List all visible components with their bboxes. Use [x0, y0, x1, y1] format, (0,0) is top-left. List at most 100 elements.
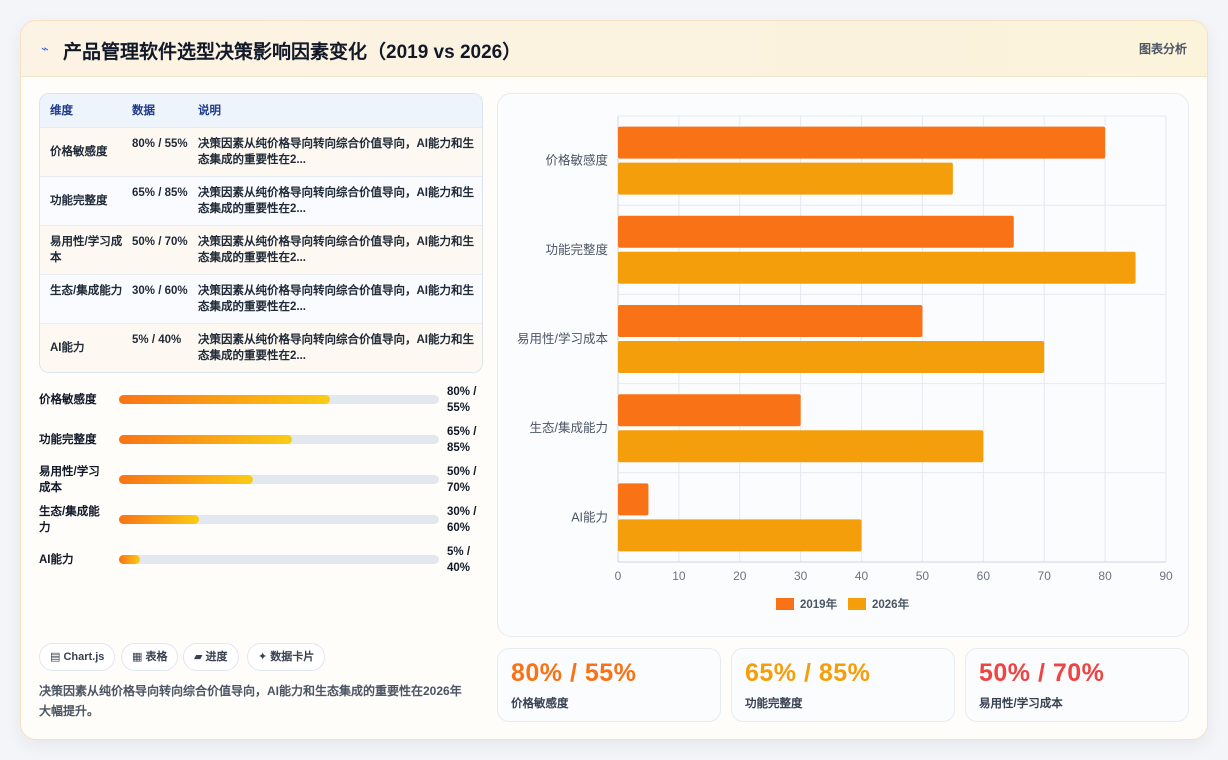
column-header-data: 数据: [132, 105, 155, 117]
x-tick-label: 50: [916, 569, 930, 583]
table-cell-note: 决策因素从纯价格导向转向综合价值导向，AI能力和生态集成的重要性在2...: [198, 187, 474, 215]
stat-card: 50% / 70% 易用性/学习成本: [965, 648, 1189, 722]
progress-value: 65% / 85%: [447, 426, 477, 454]
legend-swatch: [776, 598, 794, 610]
table-row: 功能完整度 65% / 85% 决策因素从纯价格导向转向综合价值导向，AI能力和…: [40, 176, 482, 225]
progress-label: 易用性/学习成本: [39, 466, 100, 494]
data-table: 维度 数据 说明 价格敏感度 80% / 55% 决策因素从纯价格导向转向综合价…: [39, 93, 483, 373]
category-label: 易用性/学习成本: [517, 331, 608, 346]
table-row: 生态/集成能力 30% / 60% 决策因素从纯价格导向转向综合价值导向，AI能…: [40, 274, 482, 323]
progress-fill: [119, 395, 331, 404]
table-cell-data: 80% / 55%: [132, 138, 188, 150]
progress-track: [119, 435, 439, 444]
progress-label: 功能完整度: [39, 434, 97, 446]
progress-value: 80% / 55%: [447, 386, 477, 414]
progress-value: 5% / 40%: [447, 546, 471, 574]
category-label: 功能完整度: [545, 242, 608, 257]
bar: [618, 394, 801, 427]
table-row: AI能力 5% / 40% 决策因素从纯价格导向转向综合价值导向，AI能力和生态…: [40, 323, 482, 372]
table-row: 易用性/学习成本 50% / 70% 决策因素从纯价格导向转向综合价值导向，AI…: [40, 225, 482, 274]
tag-table[interactable]: ▦ 表格: [121, 643, 179, 671]
chart-spark-icon: ⌁: [41, 41, 49, 56]
table-cell-data: 5% / 40%: [132, 334, 182, 346]
bar: [618, 519, 862, 552]
x-tick-label: 40: [855, 569, 869, 583]
progress-track: [119, 555, 439, 564]
bar-chart: 0 10 20 30 40 50 60 70 80 90 价格敏感度功能完整度易用性/学习成本生态/…: [517, 115, 1173, 611]
progress-label: AI能力: [39, 554, 74, 566]
progress-row: AI能力 5% / 40%: [39, 543, 483, 579]
category-label: 价格敏感度: [545, 153, 608, 168]
table-cell-data: 30% / 60%: [132, 285, 188, 297]
bar-chart-card: 0 10 20 30 40 50 60 70 80 90 价格敏感度功能完整度易用性/学习成本生态/…: [497, 93, 1189, 637]
x-tick-label: 30: [794, 569, 808, 583]
stat-card: 80% / 55% 价格敏感度: [497, 648, 721, 722]
bar: [618, 430, 984, 463]
x-tick-label: 0: [615, 569, 622, 583]
table-cell-note: 决策因素从纯价格导向转向综合价值导向，AI能力和生态集成的重要性在2...: [198, 334, 474, 362]
legend-label: 2026年: [872, 597, 910, 611]
progress-track: [119, 395, 439, 404]
stat-label: 价格敏感度: [511, 698, 569, 710]
column-header-note: 说明: [198, 105, 221, 117]
stat-label: 功能完整度: [745, 698, 803, 710]
stat-card: 65% / 85% 功能完整度: [731, 648, 955, 722]
legend-label: 2019年: [800, 597, 838, 611]
x-tick-label: 20: [733, 569, 747, 583]
legend-swatch: [848, 598, 866, 610]
progress-row: 生态/集成能力 30% / 60%: [39, 503, 483, 539]
tag-progress[interactable]: ▰ 进度: [183, 643, 239, 671]
table-cell-dimension: 功能完整度: [50, 195, 108, 207]
progress-row: 功能完整度 65% / 85%: [39, 423, 483, 459]
progress-fill: [119, 435, 292, 444]
progress-row: 易用性/学习成本 50% / 70%: [39, 463, 483, 499]
tag-chartjs[interactable]: ▤ Chart.js: [39, 643, 116, 671]
category-label: 生态/集成能力: [530, 420, 608, 435]
bar: [618, 305, 923, 337]
table-cell-data: 50% / 70%: [132, 236, 188, 248]
bar: [618, 483, 649, 516]
table-cell-dimension: 价格敏感度: [50, 146, 108, 158]
table-cell-dimension: AI能力: [50, 342, 85, 354]
stat-label: 易用性/学习成本: [979, 698, 1063, 710]
table-cell-note: 决策因素从纯价格导向转向综合价值导向，AI能力和生态集成的重要性在2...: [198, 138, 474, 166]
tag-data-cards[interactable]: ✦ 数据卡片: [247, 643, 326, 671]
stat-value: 65% / 85%: [745, 659, 871, 687]
progress-track: [119, 515, 439, 524]
progress-row: 价格敏感度 80% / 55%: [39, 383, 483, 419]
table-cell-note: 决策因素从纯价格导向转向综合价值导向，AI能力和生态集成的重要性在2...: [198, 236, 474, 264]
table-row: 价格敏感度 80% / 55% 决策因素从纯价格导向转向综合价值导向，AI能力和…: [40, 127, 482, 176]
bar: [618, 162, 953, 195]
stat-value: 80% / 55%: [511, 659, 637, 687]
bar: [618, 126, 1106, 159]
summary-text: 决策因素从纯价格导向转向综合价值导向，AI能力和生态集成的重要性在2026年大幅…: [39, 684, 462, 718]
table-cell-data: 65% / 85%: [132, 187, 188, 199]
category-label: AI能力: [571, 510, 608, 524]
x-tick-label: 70: [1038, 569, 1052, 583]
x-tick-label: 60: [977, 569, 991, 583]
x-tick-label: 80: [1098, 569, 1112, 583]
bar: [618, 341, 1045, 373]
table-cell-dimension: 生态/集成能力: [50, 285, 123, 297]
progress-track: [119, 475, 439, 484]
table-cell-dimension: 易用性/学习成本: [50, 236, 123, 264]
progress-fill: [119, 475, 254, 484]
stat-value: 50% / 70%: [979, 659, 1105, 687]
table-header-row: 维度 数据 说明: [40, 94, 482, 127]
progress-label: 生态/集成能力: [39, 506, 100, 534]
progress-fill: [119, 555, 140, 564]
chart-analysis-button[interactable]: 图表分析: [1138, 42, 1187, 56]
main-card: ⌁ 产品管理软件选型决策影响因素变化（2019 vs 2026） 图表分析 维度…: [20, 20, 1208, 740]
column-header-dimension: 维度: [50, 105, 73, 117]
table-cell-note: 决策因素从纯价格导向转向综合价值导向，AI能力和生态集成的重要性在2...: [198, 285, 474, 313]
bar: [618, 215, 1014, 248]
card-header: ⌁ 产品管理软件选型决策影响因素变化（2019 vs 2026） 图表分析: [21, 21, 1207, 77]
progress-value: 50% / 70%: [447, 466, 477, 494]
progress-fill: [119, 515, 199, 524]
x-tick-label: 90: [1159, 569, 1173, 583]
progress-value: 30% / 60%: [447, 506, 477, 534]
page-title: 产品管理软件选型决策影响因素变化（2019 vs 2026）: [63, 42, 522, 63]
bar: [618, 251, 1136, 284]
x-tick-label: 10: [672, 569, 686, 583]
progress-label: 价格敏感度: [39, 394, 97, 406]
